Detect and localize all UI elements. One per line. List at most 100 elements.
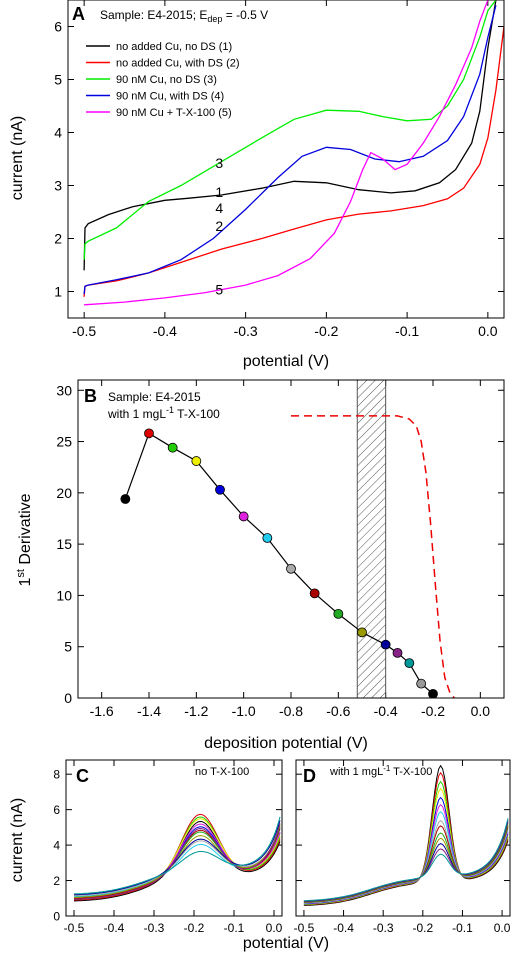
panel-3-xtick-label: -0.3 bbox=[373, 921, 394, 935]
panel-b-letter: B bbox=[84, 386, 97, 406]
panel-a-frame bbox=[67, 0, 505, 319]
panel-a-series-line bbox=[83, 26, 504, 297]
panel-c: -0.5 -0.4 -0.3 -0.2 -0.1 0.0 0 2 4 6 8 C no T-X-10… bbox=[9, 759, 283, 935]
panel-c-curve bbox=[73, 826, 281, 897]
panel-c-letter: C bbox=[76, 766, 89, 786]
panel-a-curve-label: 1 bbox=[215, 184, 223, 200]
panel-2-ytick-label: 2 bbox=[53, 874, 60, 888]
panel-c-curves bbox=[73, 813, 281, 902]
panel-d-curve bbox=[303, 818, 509, 902]
panel-1-xtick-label: -1.4 bbox=[137, 703, 161, 719]
panel-c-curve bbox=[73, 828, 281, 898]
panel-d-curve bbox=[303, 796, 509, 905]
panel-a-series-line bbox=[84, 0, 489, 306]
panel-b-xlabel: deposition potential (V) bbox=[204, 735, 368, 752]
panel-d-curve bbox=[303, 821, 509, 902]
panel-d-curve bbox=[303, 819, 509, 902]
panel-3-xtick-label: -0.4 bbox=[333, 921, 354, 935]
data-point bbox=[262, 533, 273, 543]
legend-label: 90 nM Cu, with DS (4) bbox=[116, 91, 224, 103]
panel-c-ylabel: current (nA) bbox=[9, 798, 26, 882]
panel-2-ytick-label: 0 bbox=[53, 909, 60, 923]
panel-2-ytick-label: 8 bbox=[53, 768, 60, 782]
panel-1-xtick-label: 0.0 bbox=[471, 703, 491, 719]
panel-a-curves bbox=[83, 0, 504, 306]
panel-1-ytick-label: 5 bbox=[64, 639, 72, 655]
panel-d-letter: D bbox=[303, 766, 316, 786]
panels-cd-xlabel: potential (V) bbox=[243, 935, 329, 952]
dashed-curve bbox=[291, 415, 455, 698]
panel-1-xtick-label: -0.2 bbox=[421, 703, 445, 719]
panel-2-xtick-label: -0.3 bbox=[144, 921, 165, 935]
panel-d-curve bbox=[303, 803, 509, 904]
panel-b-shaded-region bbox=[356, 379, 387, 699]
panel-1-xtick-label: -0.8 bbox=[279, 703, 303, 719]
panel-c-curve bbox=[73, 825, 281, 898]
panel-b-sample-note-line2: with 1 mgL-1 T-X-100 bbox=[107, 405, 220, 421]
panel-a-xlabel: potential (V) bbox=[243, 353, 329, 370]
panel-b-sample-note-line1: Sample: E4-2015 bbox=[108, 390, 201, 404]
panel-a-curve-labels: 1 2 3 4 5 bbox=[215, 155, 223, 297]
panel-1-xtick-label: -0.6 bbox=[326, 703, 350, 719]
data-point bbox=[167, 442, 178, 453]
panel-0-ytick-label: 2 bbox=[54, 231, 62, 247]
data-point bbox=[286, 563, 296, 574]
panel-1-xtick-label: -1.6 bbox=[90, 703, 114, 719]
data-point bbox=[120, 494, 131, 504]
legend-label: no added Cu, with DS (2) bbox=[116, 58, 240, 70]
data-point bbox=[144, 428, 154, 439]
panel-a-ylabel: current (nA) bbox=[9, 116, 26, 200]
panel-2-ytick-label: 4 bbox=[53, 838, 60, 852]
panel-d-note: with 1 mgL-1 T-X-100 bbox=[329, 764, 432, 778]
panel-d-curve bbox=[303, 811, 509, 904]
panel-1-ytick-label: 20 bbox=[56, 485, 72, 501]
panel-2-xtick-label: 0.0 bbox=[266, 921, 283, 935]
panel-d-frame bbox=[295, 759, 511, 917]
data-point bbox=[309, 588, 320, 599]
panel-0-xtick-label: -0.4 bbox=[153, 323, 177, 339]
shaded-region bbox=[356, 379, 387, 699]
panel-a: -0.5 -0.4 -0.3 -0.2 -0.1 0.0 1 2 3 4 5 6 A Sample: … bbox=[9, 0, 505, 370]
panel-a-curve-label: 5 bbox=[215, 281, 223, 297]
panel-0-xtick-label: -0.5 bbox=[72, 323, 96, 339]
data-point bbox=[191, 456, 202, 466]
panel-a-axes: -0.5 -0.4 -0.3 -0.2 -0.1 0.0 1 2 3 4 5 6 bbox=[54, 0, 504, 339]
panel-b: -1.6 -1.4 -1.2 -1.0 -0.8 -0.6 -0.4 -0.2 0.0 0 5 10 1… bbox=[15, 379, 505, 752]
panel-d-curve bbox=[303, 823, 509, 903]
data-point bbox=[392, 647, 403, 658]
panel-1-ytick-label: 15 bbox=[56, 536, 72, 552]
data-point bbox=[215, 484, 225, 495]
panel-3-xtick-label: -0.2 bbox=[412, 921, 433, 935]
panel-0-xtick-label: -0.3 bbox=[234, 323, 258, 339]
panel-c-curve bbox=[74, 823, 281, 900]
panel-1-ytick-label: 25 bbox=[56, 434, 72, 450]
panel-2-xtick-label: -0.5 bbox=[64, 921, 85, 935]
panel-d-curve bbox=[303, 819, 509, 904]
panel-d-curve bbox=[303, 787, 509, 905]
data-point bbox=[404, 658, 415, 669]
panel-1-ytick-label: 10 bbox=[56, 587, 72, 603]
legend-label: no added Cu, no DS (1) bbox=[116, 41, 232, 53]
legend-label: 90 nM Cu, no DS (3) bbox=[116, 74, 217, 86]
panel-b-ylabel: 1st Derivative bbox=[15, 493, 34, 586]
data-point bbox=[416, 678, 427, 689]
panel-1-ytick-label: 0 bbox=[64, 690, 72, 706]
panel-d-curve bbox=[303, 824, 509, 903]
panel-c-curve bbox=[73, 816, 281, 895]
panel-0-xtick-label: -0.2 bbox=[314, 323, 338, 339]
panel-2-xtick-label: -0.1 bbox=[224, 921, 245, 935]
panel-3-xtick-label: -0.1 bbox=[452, 921, 473, 935]
panel-d-curves bbox=[303, 764, 509, 906]
panel-d-axes: -0.5 -0.4 -0.3 -0.2 -0.1 0.0 bbox=[294, 760, 511, 935]
panel-1-xtick-label: -1.0 bbox=[232, 703, 256, 719]
panel-a-curve-label: 3 bbox=[215, 155, 223, 171]
panel-0-ytick-label: 5 bbox=[54, 72, 62, 88]
panel-b-marks bbox=[120, 415, 455, 698]
panel-0-xtick-label: 0.0 bbox=[478, 323, 498, 339]
data-point bbox=[428, 688, 438, 698]
panel-d-curve bbox=[303, 780, 509, 906]
panel-d-curve bbox=[303, 825, 509, 903]
panel-a-series-line bbox=[83, 5, 497, 295]
panel-b-frame bbox=[77, 379, 505, 699]
